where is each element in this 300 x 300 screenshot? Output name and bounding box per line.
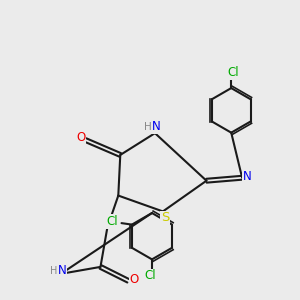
Text: O: O [76, 130, 86, 144]
Text: O: O [130, 273, 139, 286]
Text: Cl: Cl [227, 66, 239, 79]
Text: Cl: Cl [107, 215, 118, 228]
Text: H: H [144, 122, 152, 132]
Text: N: N [152, 120, 161, 133]
Text: N: N [243, 170, 252, 183]
Text: H: H [50, 266, 57, 276]
Text: Cl: Cl [145, 269, 156, 282]
Text: S: S [161, 212, 170, 224]
Text: N: N [58, 264, 67, 278]
